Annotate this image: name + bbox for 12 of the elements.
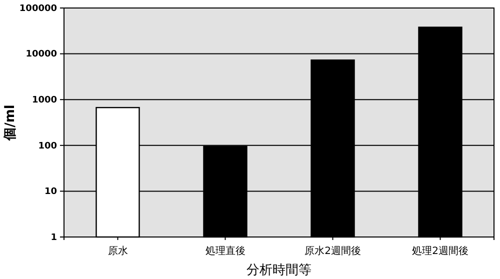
y-tick-label: 1000 <box>32 95 57 106</box>
x-tick-label: 処理直後 <box>205 245 246 257</box>
y-axis-title: 個/ml <box>3 104 18 142</box>
y-tick-label: 1 <box>50 232 57 243</box>
y-tick-label: 10 <box>44 187 57 198</box>
x-tick-label: 処理2週間後 <box>412 245 468 257</box>
y-tick-label: 100000 <box>19 4 57 14</box>
x-axis-title: 分析時間等 <box>246 263 312 278</box>
y-tick-label: 10000 <box>26 50 57 60</box>
y-tick-label: 100 <box>38 141 57 152</box>
x-tick-label: 原水2週間後 <box>304 245 361 257</box>
x-tick-label: 原水 <box>108 245 128 257</box>
